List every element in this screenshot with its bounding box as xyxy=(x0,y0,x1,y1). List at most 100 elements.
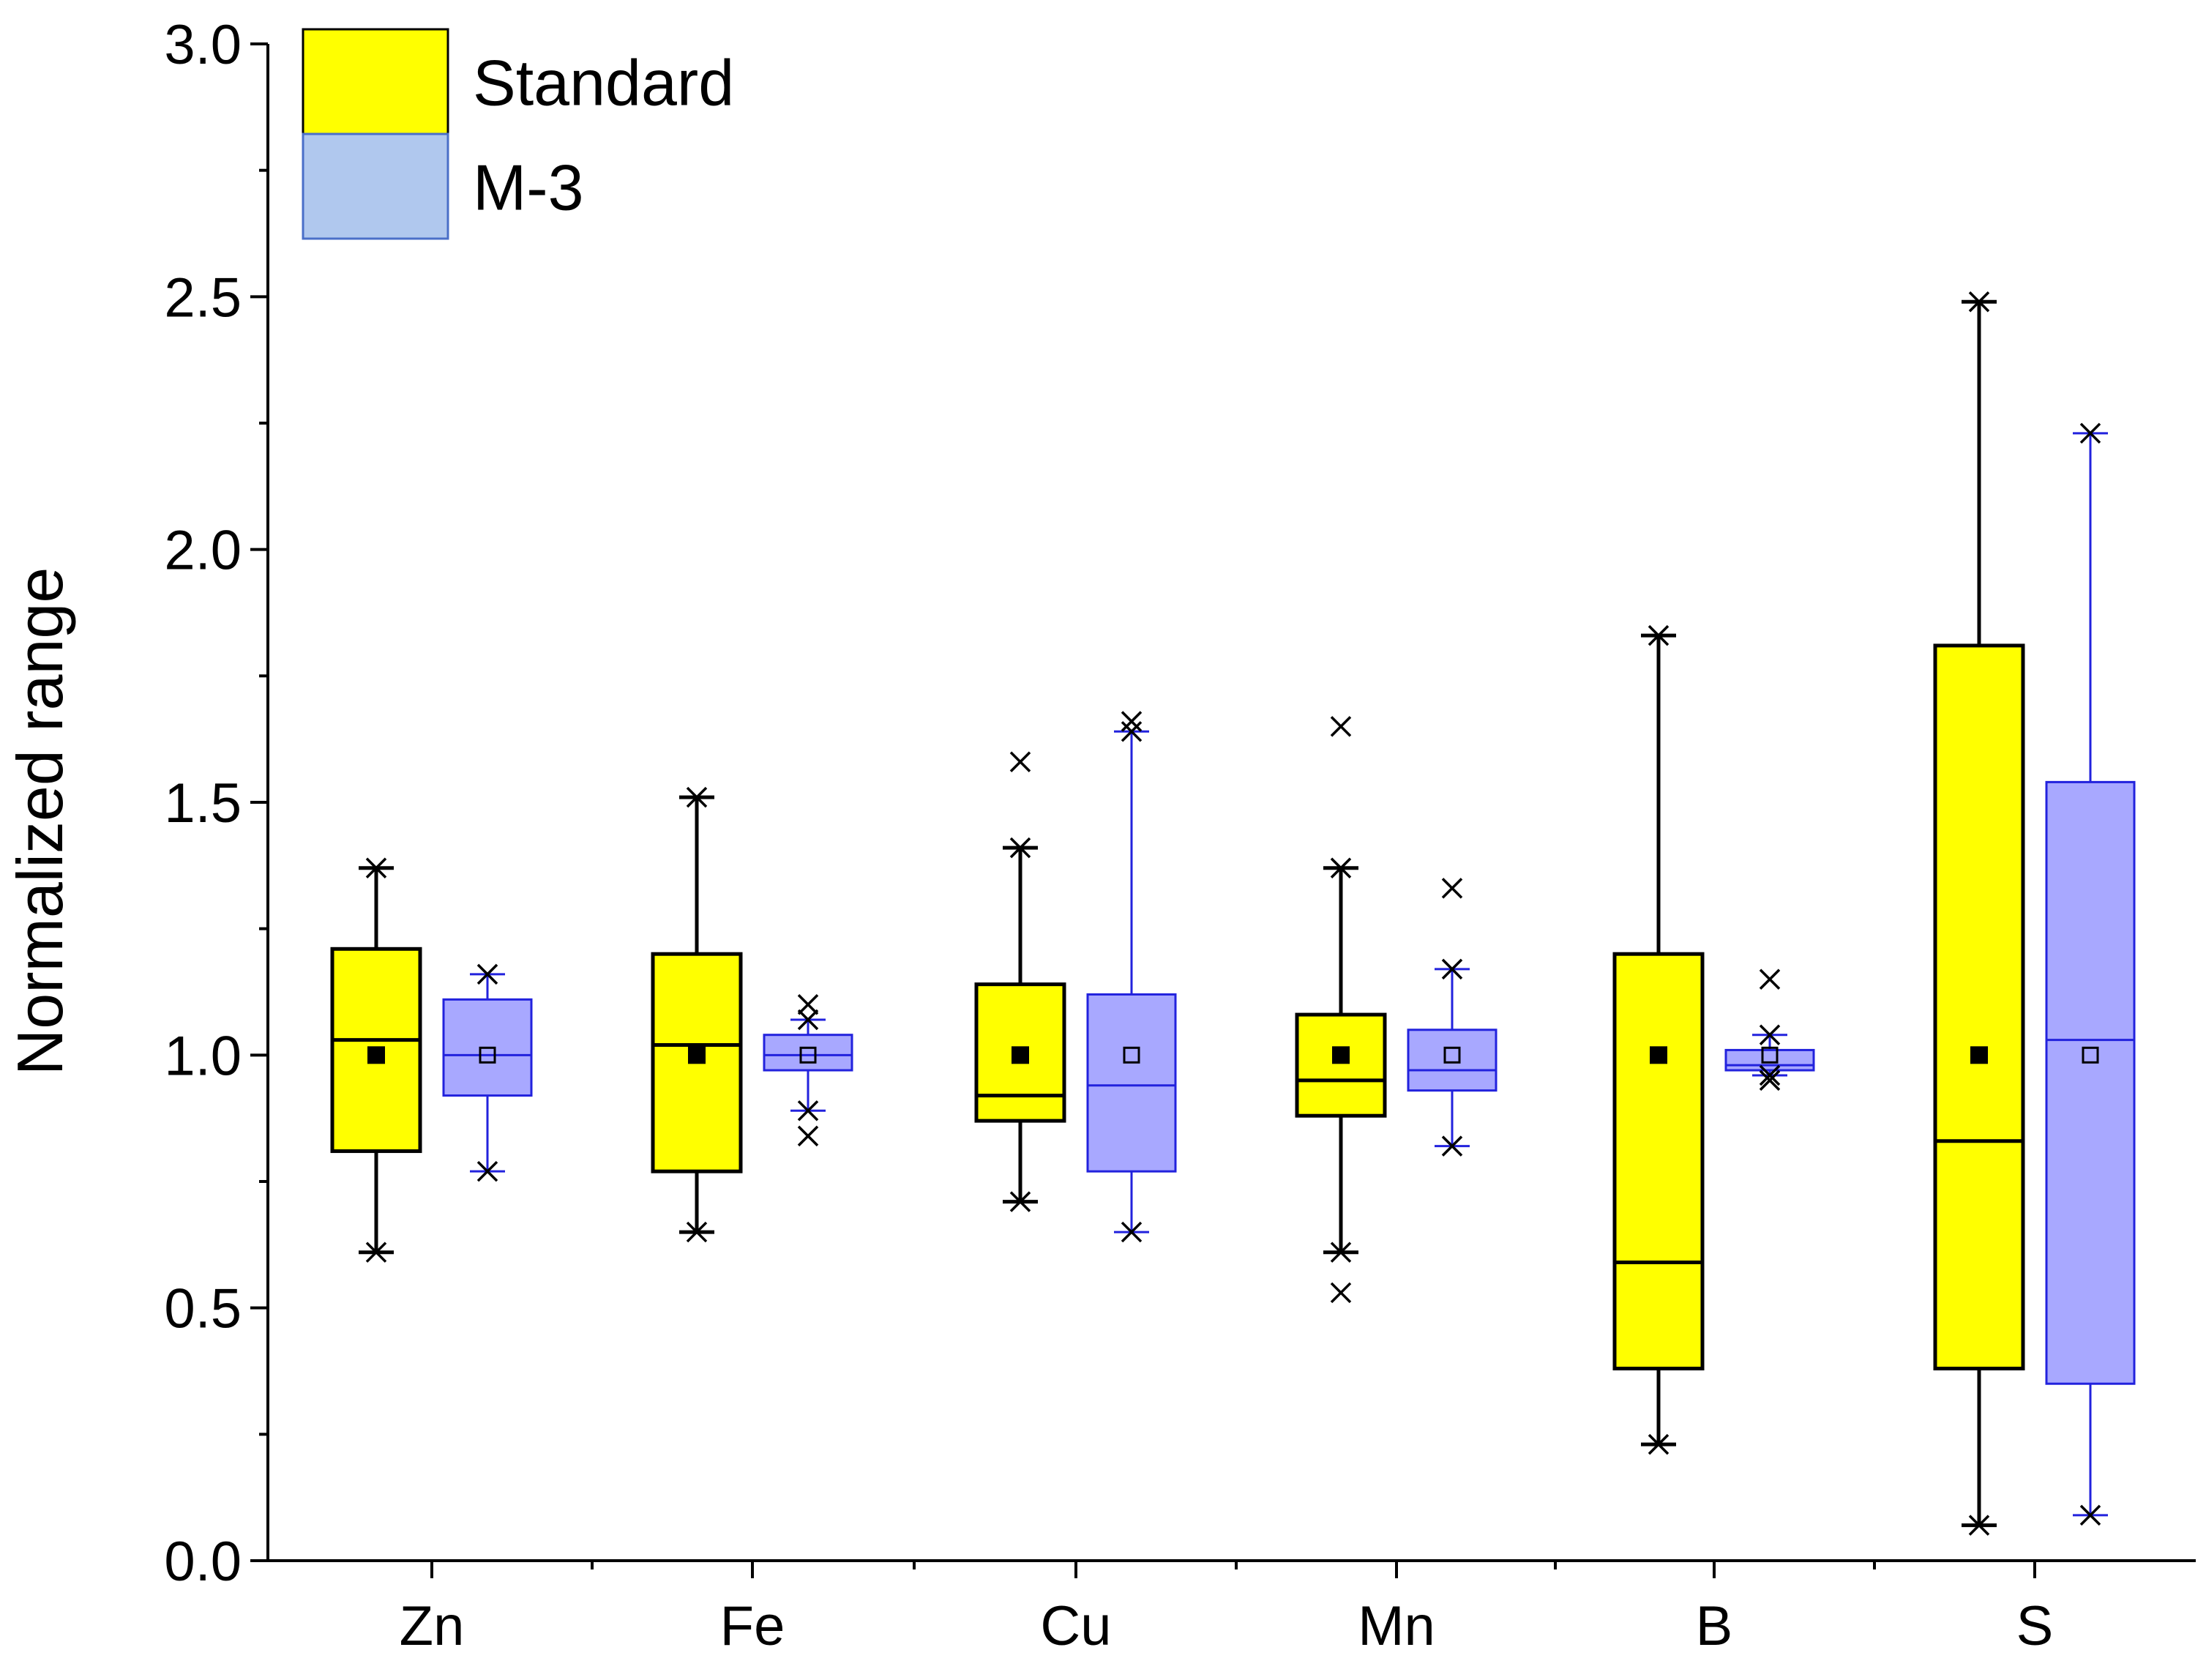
max-marker xyxy=(365,857,387,879)
marker-stroke xyxy=(1121,721,1143,742)
min-marker xyxy=(1330,1242,1352,1263)
marker-stroke xyxy=(1009,1191,1031,1212)
max-marker xyxy=(1759,1024,1781,1045)
marker-stroke xyxy=(1121,1221,1143,1243)
legend-swatch xyxy=(302,28,449,135)
axes: 0.0 0.5 1.0 1.5 2.0 2.5 3.0 Zn Fe Cu Mn B S xyxy=(164,14,2196,1657)
min-marker xyxy=(1009,1191,1031,1212)
min-marker xyxy=(365,1242,387,1263)
series-m-3 xyxy=(442,422,2136,1526)
marker-stroke xyxy=(1441,1135,1463,1157)
marker-stroke xyxy=(1968,291,1990,313)
max-marker xyxy=(797,1009,819,1031)
mean-marker xyxy=(479,1046,496,1064)
iqr-box xyxy=(2045,780,2136,1385)
y-tick-label: 2.5 xyxy=(164,266,242,329)
iqr-box xyxy=(1933,643,2025,1371)
marker-stroke xyxy=(797,1125,819,1147)
max-marker xyxy=(686,786,708,808)
marker-stroke xyxy=(1330,1242,1352,1263)
box-cu xyxy=(1086,711,1177,1243)
marker-stroke xyxy=(1759,1024,1781,1045)
marker-stroke xyxy=(476,963,498,985)
box-zn xyxy=(442,963,533,1182)
marker-stroke xyxy=(1759,1069,1781,1091)
marker-stroke xyxy=(2079,1504,2101,1526)
marker-stroke xyxy=(2079,422,2101,444)
marker-stroke xyxy=(797,1009,819,1031)
outlier-marker xyxy=(1330,716,1352,737)
box-fe xyxy=(763,994,853,1147)
box-mn xyxy=(1295,716,1387,1304)
marker-stroke xyxy=(797,1100,819,1121)
marker-stroke xyxy=(1121,711,1143,732)
marker-stroke xyxy=(1009,837,1031,859)
marker-stroke xyxy=(476,1160,498,1182)
legend-label: M-3 xyxy=(473,152,584,224)
outlier-marker xyxy=(1759,968,1781,990)
outlier-marker xyxy=(797,994,819,1015)
x-tick-label: Cu xyxy=(1040,1595,1111,1657)
outlier-marker xyxy=(1441,878,1463,899)
y-tick-label: 0.0 xyxy=(164,1531,242,1593)
x-tick-label: Mn xyxy=(1358,1595,1435,1657)
max-marker xyxy=(2079,422,2101,444)
box-b xyxy=(1724,968,1815,1091)
legend: Standard M-3 xyxy=(302,28,734,240)
iqr-box xyxy=(1407,1028,1498,1092)
mean-marker xyxy=(1443,1046,1461,1064)
marker-stroke xyxy=(1330,1282,1352,1304)
marker-stroke xyxy=(1968,1515,1990,1536)
mean-marker xyxy=(1123,1046,1140,1064)
series-standard xyxy=(330,291,2025,1536)
legend-label: Standard xyxy=(473,47,734,119)
mean-marker xyxy=(1970,1046,1988,1064)
mean-marker xyxy=(1012,1046,1029,1064)
min-marker xyxy=(1121,1221,1143,1243)
marker-stroke xyxy=(1759,968,1781,990)
y-tick-label: 0.5 xyxy=(164,1278,242,1340)
marker-stroke xyxy=(686,786,708,808)
marker-stroke xyxy=(1648,1433,1670,1455)
min-marker xyxy=(797,1100,819,1121)
marker-stroke xyxy=(1441,958,1463,980)
x-tick-label: B xyxy=(1696,1595,1733,1657)
y-tick-label: 1.5 xyxy=(164,772,242,835)
x-tick-label: Zn xyxy=(400,1595,465,1657)
marker-stroke xyxy=(1009,751,1031,772)
outlier-marker xyxy=(797,1125,819,1147)
mean-marker xyxy=(1761,1046,1779,1064)
plot-area xyxy=(330,291,2136,1536)
box-cu xyxy=(974,751,1066,1212)
box-s xyxy=(2045,422,2136,1526)
legend-swatch xyxy=(302,132,449,240)
max-marker xyxy=(1121,721,1143,742)
x-tick-label: Fe xyxy=(720,1595,785,1657)
iqr-box xyxy=(1724,1048,1815,1072)
marker-stroke xyxy=(686,1221,708,1243)
min-marker xyxy=(1968,1515,1990,1536)
max-marker xyxy=(476,963,498,985)
marker-stroke xyxy=(797,994,819,1015)
iqr-box xyxy=(1086,993,1177,1173)
marker-stroke xyxy=(1330,857,1352,879)
y-tick-label: 1.0 xyxy=(164,1025,242,1087)
iqr-box xyxy=(1612,952,1705,1371)
y-tick-label: 2.0 xyxy=(164,520,242,582)
iqr-box xyxy=(763,1034,853,1072)
max-marker xyxy=(1330,857,1352,879)
max-marker xyxy=(1009,837,1031,859)
x-tick-label: S xyxy=(2016,1595,2054,1657)
marker-stroke xyxy=(365,857,387,879)
max-marker xyxy=(1648,624,1670,646)
min-marker xyxy=(1759,1064,1781,1086)
y-axis-title: Normalized range xyxy=(4,567,76,1076)
box-mn xyxy=(1407,878,1498,1157)
iqr-box xyxy=(1295,1012,1387,1118)
min-marker xyxy=(476,1160,498,1182)
box-zn xyxy=(330,857,422,1263)
marker-stroke xyxy=(1648,624,1670,646)
box-b xyxy=(1612,624,1705,1455)
mean-marker xyxy=(1332,1046,1350,1064)
